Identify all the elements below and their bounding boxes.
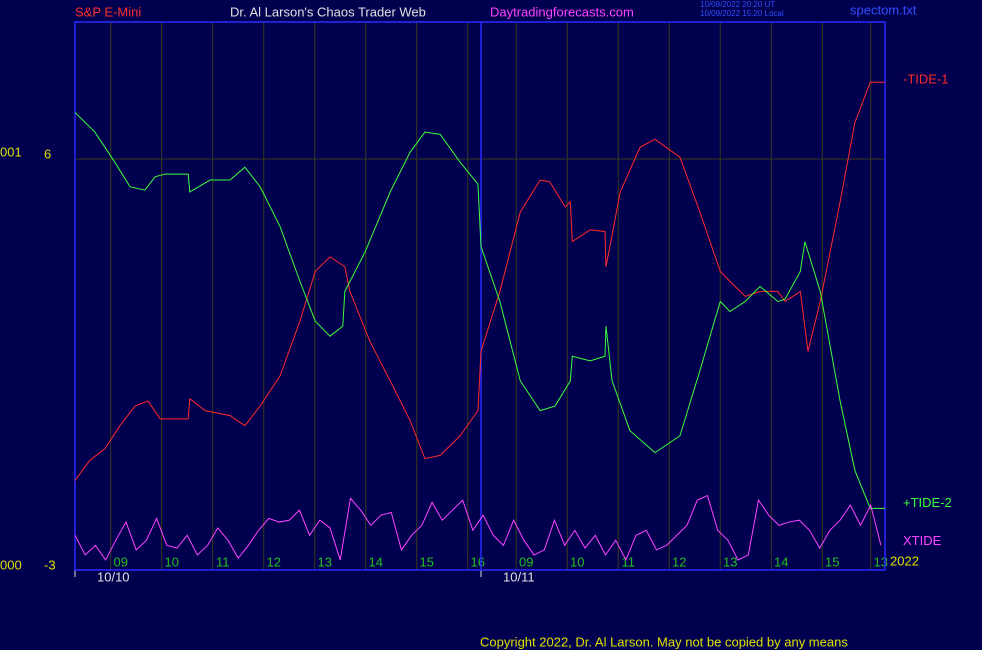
series-label: XTIDE <box>903 533 942 548</box>
series-label: -TIDE-1 <box>903 72 949 87</box>
url: Daytradingforecasts.com <box>490 4 634 19</box>
year: 2022 <box>890 553 919 568</box>
x-tick-label: 11 <box>621 554 635 569</box>
x-tick-label: 16 <box>471 554 485 569</box>
file-name: spectom.txt <box>850 2 917 17</box>
series-line <box>74 81 885 481</box>
left-label: 001 <box>0 144 22 159</box>
x-tick-label: 13 <box>873 554 887 569</box>
x-tick-label: 15 <box>420 554 434 569</box>
x-tick-label: 12 <box>266 554 280 569</box>
x-tick-label: 14 <box>774 554 788 569</box>
plot-border <box>74 21 886 571</box>
x-tick-label: 10 <box>164 554 178 569</box>
site-title: Dr. Al Larson's Chaos Trader Web <box>230 4 426 19</box>
y-tick-label: 6 <box>44 146 51 161</box>
symbol: S&P E-Mini <box>75 4 141 19</box>
series-line <box>74 112 885 509</box>
x-tick-label: 10 <box>570 554 584 569</box>
series-label: +TIDE-2 <box>903 495 952 510</box>
left-label: 000 <box>0 557 22 572</box>
x-tick-label: 09 <box>519 554 533 569</box>
x-tick-label: 12 <box>672 554 686 569</box>
y-tick-label: -3 <box>44 557 56 572</box>
series-line <box>74 494 882 562</box>
copyright: Copyright 2022, Dr. Al Larson. May not b… <box>480 634 848 649</box>
timestamp: 10/09/2022 20:20 UT <box>700 0 775 9</box>
x-tick-label: 15 <box>825 554 839 569</box>
x-tick-label: 13 <box>318 554 332 569</box>
timestamp: 10/09/2022 15:20 Local <box>700 9 784 18</box>
x-tick-label: 11 <box>216 554 230 569</box>
x-tick-label: 13 <box>723 554 737 569</box>
date-label: 10/11 <box>503 569 535 584</box>
x-tick-label: 09 <box>113 554 127 569</box>
date-label: 10/10 <box>97 569 130 584</box>
x-tick-label: 14 <box>369 554 383 569</box>
